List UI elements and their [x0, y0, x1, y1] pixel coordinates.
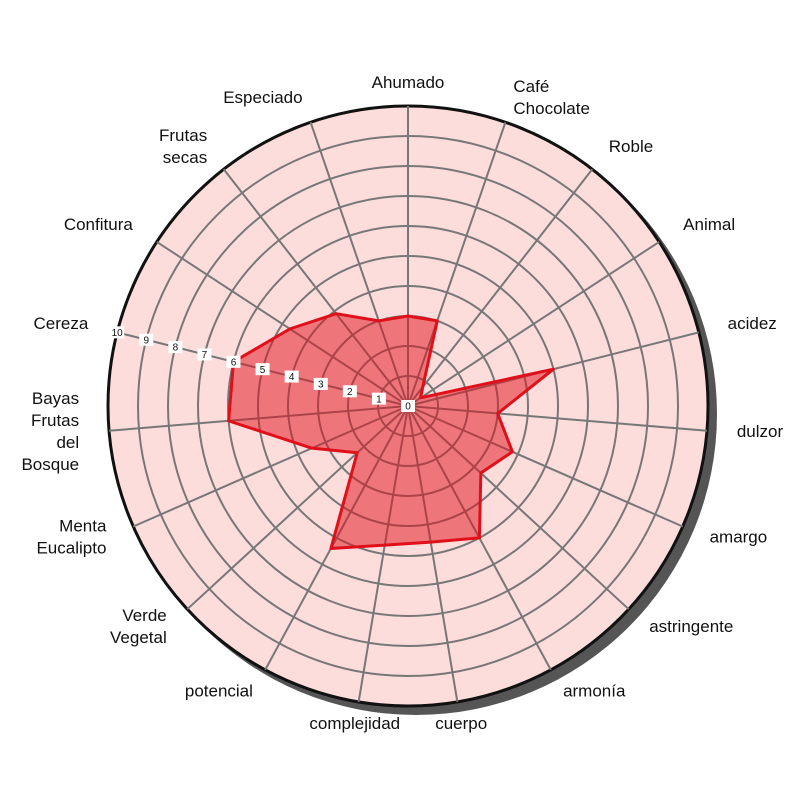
- r-tick-label: 10: [112, 328, 124, 339]
- category-label: Roble: [609, 138, 653, 157]
- category-label-line: acidez: [728, 315, 777, 334]
- spoke: [407, 168, 594, 407]
- category-label-line: Animal: [683, 216, 735, 235]
- category-label-line: cuerpo: [435, 714, 487, 733]
- category-label-line: Verde: [122, 607, 166, 626]
- category-label-line: Ahumado: [372, 73, 445, 92]
- category-label: acidez: [728, 315, 777, 334]
- category-label-line: Vegetal: [110, 629, 167, 648]
- category-label: armonía: [563, 682, 626, 701]
- category-label: Ahumado: [372, 73, 445, 92]
- category-label-line: armonía: [563, 682, 626, 701]
- r-tick-label: 3: [318, 380, 324, 391]
- r-tick-label: 9: [143, 335, 149, 346]
- tick-box: [401, 400, 415, 412]
- category-label-line: secas: [163, 149, 207, 168]
- category-label-line: Bosque: [21, 456, 79, 475]
- category-label: cuerpo: [435, 714, 487, 733]
- r-tick-label: 5: [260, 365, 266, 376]
- spoke: [407, 241, 660, 407]
- tick-box: [168, 341, 183, 354]
- tick-box: [342, 385, 357, 398]
- tick-box: [284, 370, 299, 383]
- category-label: Confitura: [64, 216, 134, 235]
- category-label-line: potencial: [185, 682, 253, 701]
- category-label-line: Frutas: [159, 127, 207, 146]
- category-label-line: complejidad: [309, 714, 400, 733]
- category-label-line: Café: [513, 77, 549, 96]
- category-label: Café Chocolate: [513, 77, 590, 118]
- r-tick-label: 0: [405, 402, 411, 413]
- category-label-line: Bayas: [32, 390, 79, 409]
- category-label: amargo: [710, 528, 768, 547]
- r-tick-label: 4: [289, 372, 295, 383]
- category-label-line: Especiado: [223, 88, 302, 107]
- tick-box: [110, 326, 125, 339]
- r-tick-label: 1: [376, 394, 382, 405]
- category-label-line: dulzor: [737, 423, 784, 442]
- category-label: Bayas Frutas del Bosque: [21, 390, 79, 475]
- tick-box: [255, 363, 270, 376]
- r-tick-label: 6: [231, 357, 237, 368]
- category-label-line: Eucalipto: [36, 539, 106, 558]
- data-area: [227, 312, 555, 550]
- category-label-line: Roble: [609, 138, 653, 157]
- category-label-line: amargo: [710, 528, 768, 547]
- category-label-line: Frutas: [31, 412, 79, 431]
- r-tick-label: 2: [347, 387, 353, 398]
- category-label-line: Cereza: [34, 315, 89, 334]
- category-label: Frutas secas: [159, 127, 207, 168]
- category-label: dulzor: [737, 423, 784, 442]
- r-tick-label: 7: [202, 350, 208, 361]
- tick-box: [139, 333, 154, 346]
- category-label: Animal: [683, 216, 735, 235]
- category-label: Cereza: [34, 315, 89, 334]
- category-label: complejidad: [309, 714, 400, 733]
- category-label-line: del: [56, 434, 79, 453]
- category-label-line: Chocolate: [513, 99, 590, 118]
- tick-box: [226, 355, 241, 368]
- category-label-line: astringente: [649, 618, 733, 637]
- category-label: Especiado: [223, 88, 302, 107]
- tick-box: [371, 392, 386, 405]
- category-label-line: Menta: [59, 517, 107, 536]
- category-label: Menta Eucalipto: [36, 517, 106, 558]
- r-tick-label: 8: [173, 343, 179, 354]
- category-label: astringente: [649, 618, 733, 637]
- tick-box: [313, 377, 328, 390]
- category-label: potencial: [185, 682, 253, 701]
- category-label-line: Confitura: [64, 216, 134, 235]
- category-label: Verde Vegetal: [110, 607, 167, 648]
- tick-box: [197, 348, 212, 361]
